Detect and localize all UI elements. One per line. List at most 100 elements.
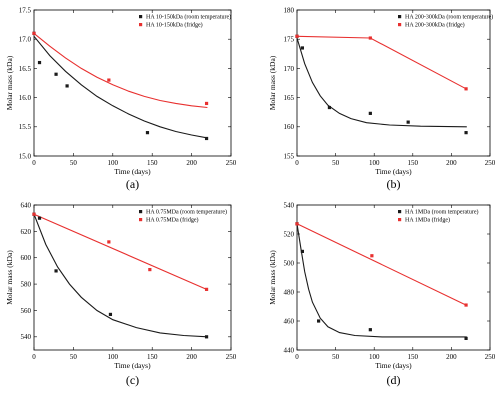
- x-axis-title: Time (days): [114, 361, 151, 370]
- fit-curve: [33, 214, 208, 338]
- legend-label: HA 1MDa (fridge): [405, 217, 450, 224]
- x-tick-label: 50: [70, 353, 78, 361]
- data-point: [327, 105, 332, 110]
- data-point: [204, 136, 209, 141]
- plot-frame: [296, 9, 491, 157]
- x-tick-label: 150: [408, 159, 419, 167]
- legend-marker: [398, 218, 402, 222]
- x-tick-label: 200: [186, 159, 197, 167]
- data-point: [300, 249, 305, 253]
- x-tick-label: 0: [32, 159, 36, 167]
- data-point: [32, 31, 36, 35]
- x-tick-label: 0: [295, 353, 299, 361]
- legend-label: HA 200-300kDa (fridge): [405, 22, 465, 29]
- panel-label: (d): [387, 373, 401, 387]
- data-point: [54, 269, 58, 273]
- data-point: [148, 267, 152, 272]
- legend-label: HA 10-150kDa (fridge): [146, 22, 203, 29]
- y-tick-label: 15.0: [19, 152, 32, 160]
- y-tick-label: 180: [284, 6, 295, 14]
- legend-label: HA 10-150kDa (room temperature): [146, 14, 231, 21]
- x-tick-label: 50: [70, 159, 78, 167]
- y-tick-label: 460: [284, 317, 295, 325]
- y-tick-label: 17.5: [19, 6, 32, 14]
- fit-curve: [296, 223, 467, 338]
- x-tick-label: 0: [295, 159, 299, 167]
- x-tick-label: 150: [147, 353, 158, 361]
- y-tick-label: 170: [284, 65, 295, 73]
- y-tick-label: 520: [284, 230, 295, 238]
- panel-b: 0 50 100 150 200 250 155 160 165 170 175 180 Time (d…: [268, 6, 496, 191]
- data-point: [300, 46, 305, 50]
- data-point: [32, 212, 36, 216]
- x-axis-title: Time (days): [114, 167, 151, 176]
- fit-curve: [296, 223, 467, 306]
- x-axis-title: Time (days): [375, 167, 412, 176]
- y-tick-label: 440: [284, 346, 295, 354]
- y-tick-label: 540: [284, 201, 295, 209]
- y-tick-label: 15.5: [19, 123, 32, 131]
- y-axis-title: Molar mass (kDa): [5, 250, 14, 305]
- y-tick-label: 540: [21, 333, 32, 341]
- fit-curve: [296, 37, 467, 128]
- data-point: [107, 240, 111, 244]
- data-point: [464, 303, 468, 307]
- y-tick-label: 16.0: [19, 94, 32, 102]
- y-tick-label: 620: [21, 228, 32, 236]
- x-tick-label: 250: [485, 159, 496, 167]
- data-point: [406, 120, 410, 124]
- legend-marker: [398, 23, 402, 27]
- x-tick-label: 100: [369, 353, 380, 361]
- y-axis-title: Molar mass (kDa): [268, 250, 277, 305]
- y-tick-label: 165: [284, 94, 295, 102]
- x-tick-label: 0: [32, 353, 36, 361]
- data-point: [65, 84, 69, 88]
- x-tick-label: 150: [408, 353, 419, 361]
- y-axis-title: Molar mass (kDa): [268, 55, 277, 110]
- panel-label: (c): [126, 373, 139, 387]
- legend-label: HA 200-300kDa (room temperature): [405, 14, 493, 21]
- x-tick-label: 100: [108, 353, 119, 361]
- plot-frame: [33, 9, 232, 157]
- x-axis-title: Time (days): [375, 361, 412, 370]
- data-point: [108, 312, 113, 317]
- panel-c: 0 50 100 150 200 250 540 560 580 600 620 640 Time (d…: [5, 201, 237, 387]
- x-tick-label: 200: [446, 353, 457, 361]
- fit-curve: [33, 213, 207, 290]
- x-tick-label: 250: [485, 353, 496, 361]
- legend-marker: [398, 210, 402, 214]
- plot-frame: [296, 204, 491, 351]
- data-point: [295, 34, 299, 38]
- y-tick-label: 640: [21, 201, 32, 209]
- panel-d: 0 50 100 150 200 250 440 460 480 500 520 540 Time (d…: [268, 201, 496, 387]
- legend-label: HA 1MDa (room temperature): [405, 209, 478, 216]
- data-point: [54, 72, 58, 76]
- legend-label: HA 0.75MDa (fridge): [146, 217, 199, 224]
- data-point: [204, 101, 209, 106]
- legend-marker: [139, 210, 143, 214]
- data-point: [204, 287, 209, 291]
- y-tick-label: 580: [21, 280, 32, 288]
- y-tick-label: 175: [284, 36, 295, 44]
- data-point: [464, 87, 468, 91]
- x-tick-label: 250: [226, 159, 237, 167]
- data-point: [370, 254, 374, 258]
- data-point: [464, 336, 468, 340]
- x-tick-label: 50: [332, 159, 340, 167]
- panel-a: 0 50 100 150 200 250 15.0 15.5 16.0 16.5 17.0 17.5 T…: [5, 6, 237, 191]
- y-tick-label: 500: [284, 259, 295, 267]
- data-point: [145, 131, 150, 135]
- data-point: [368, 111, 372, 115]
- x-tick-label: 100: [108, 159, 119, 167]
- legend-marker: [139, 218, 143, 222]
- legend-marker: [139, 23, 143, 27]
- x-tick-label: 200: [446, 159, 457, 167]
- x-tick-label: 50: [332, 353, 340, 361]
- y-tick-label: 16.5: [19, 65, 32, 73]
- plot-frame: [33, 204, 232, 351]
- fit-curve: [296, 35, 467, 90]
- legend-marker: [398, 15, 402, 19]
- legend-label: HA 0.75MDa (room temperature): [146, 209, 227, 216]
- data-point: [37, 60, 42, 65]
